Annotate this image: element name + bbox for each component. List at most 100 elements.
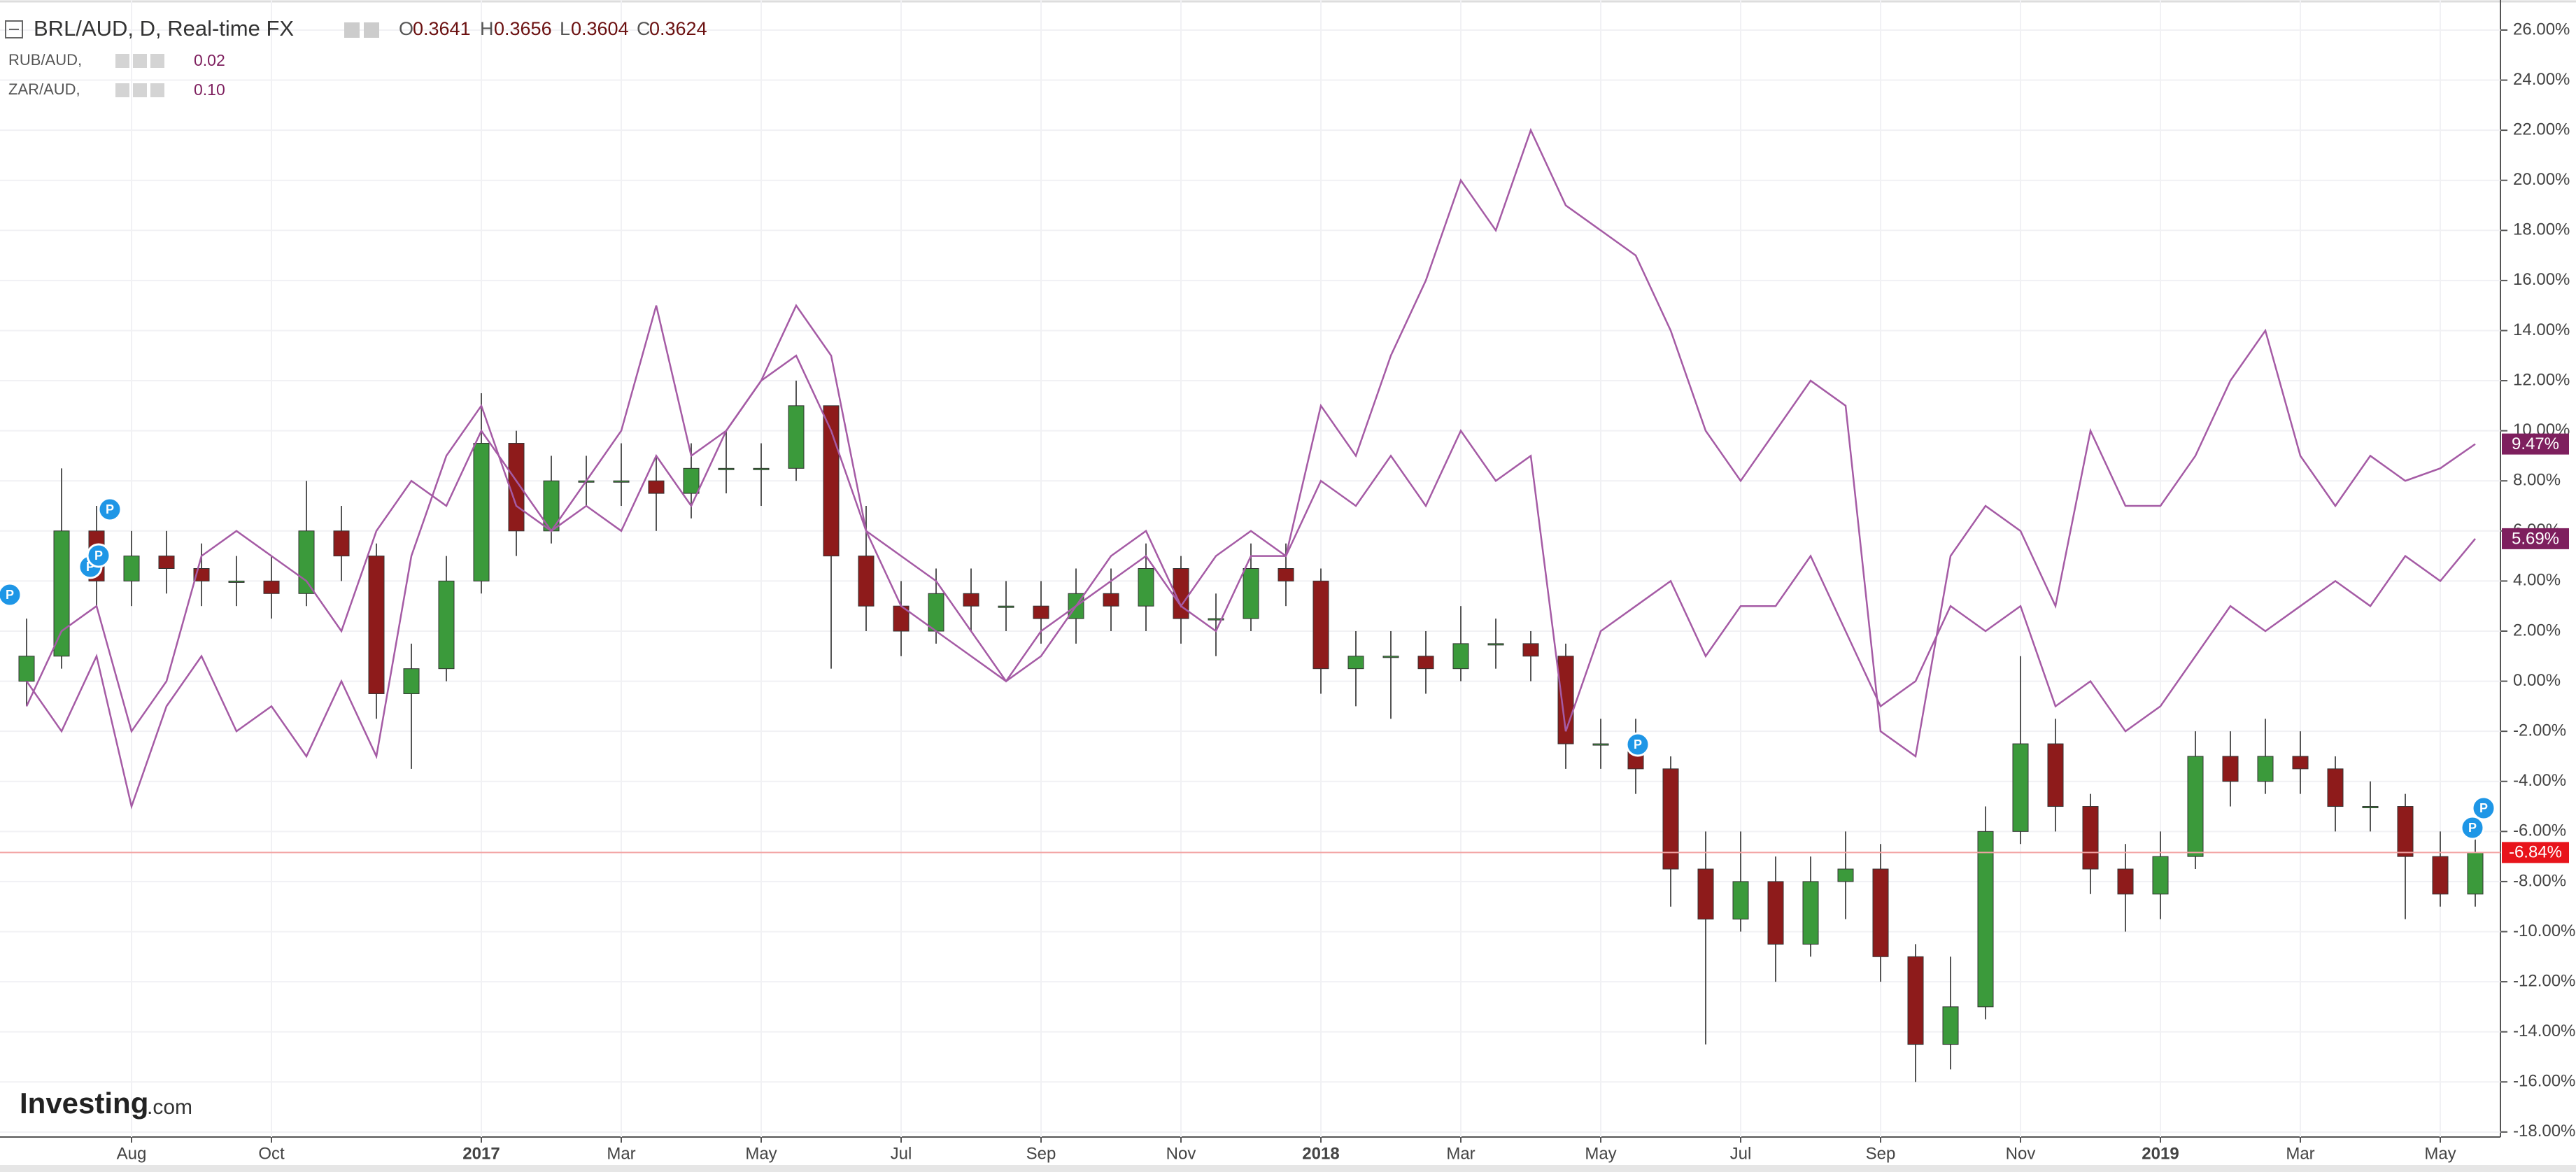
candle-body [858,556,875,607]
y-tick-label: -16.00% [2513,1072,2575,1091]
legend-icon[interactable] [133,54,147,68]
legend-icon[interactable] [150,83,164,97]
candle-body [1872,868,1889,957]
candle-body [2117,868,2134,895]
y-tick-label: 8.00% [2513,471,2561,490]
legend-icon[interactable] [150,54,164,68]
x-tick-label: Aug [117,1144,147,1163]
ohlc-value: 0.3656 [494,18,552,39]
collapse-icon[interactable] [5,20,23,38]
y-tick-label: -12.00% [2513,971,2575,990]
legend-entry[interactable]: ZAR/AUD, [8,80,80,98]
y-tick-label: 0.00% [2513,671,2561,690]
event-pin[interactable] [86,543,111,568]
candle-body [1033,605,1049,619]
candle-body [928,593,944,632]
candle-body [1767,881,1784,945]
y-tick-label: 4.00% [2513,571,2561,590]
event-pin[interactable] [0,582,22,607]
ohlc-key: H [480,18,494,39]
ohlc-key: C [637,18,651,39]
last-value-box [2502,842,2569,863]
y-tick-label: 16.00% [2513,270,2570,289]
event-pin-label: P [2468,821,2477,835]
legend-value: 0.10 [194,80,225,99]
candle-body [998,605,1014,608]
candle-body [333,530,350,557]
legend-icon[interactable] [115,83,129,97]
ohlc-value: 0.3641 [413,18,471,39]
event-pin-label: P [6,588,14,602]
y-tick-label: 20.00% [2513,170,2570,189]
candle-body [1103,593,1119,607]
candle-body [2397,806,2414,857]
y-tick-label: 26.00% [2513,20,2570,38]
candle-body [2327,768,2344,807]
candle-body [2012,743,2029,832]
candle-body [823,405,840,557]
event-pin[interactable] [2460,815,2485,840]
y-tick-label: 18.00% [2513,220,2570,239]
candle-body [1977,831,1994,1008]
series-line [25,304,2476,810]
ohlc-value: 0.3604 [571,18,629,39]
settings-icon[interactable] [364,22,379,38]
legend-icon[interactable] [133,83,147,97]
candle-body [2082,806,2099,870]
last-value-label: 5.69% [2512,529,2559,548]
event-pin[interactable] [97,497,122,522]
candle-body [368,556,385,694]
candle-body [1382,656,1399,658]
plot-area [0,0,2500,1137]
candle-body [1592,743,1609,746]
candle-body [2047,743,2064,807]
event-pin-label: P [2479,801,2488,815]
candle-body [2257,756,2274,782]
y-tick-label: -2.00% [2513,721,2566,740]
legend-icon[interactable] [115,54,129,68]
y-tick-label: -10.00% [2513,922,2575,940]
candle-body [1487,643,1504,646]
candle-body [2432,856,2449,895]
candle-body [2292,756,2309,770]
watermark: .com [147,1096,192,1119]
last-value-label: 9.47% [2512,435,2559,453]
x-tick-label: Nov [1166,1144,1196,1163]
x-tick-label: Oct [258,1144,285,1163]
candle-body [1837,868,1854,882]
y-tick-label: 12.00% [2513,370,2570,389]
y-tick-label: 2.00% [2513,621,2561,640]
last-value-box [2502,528,2569,549]
legend-value: 0.02 [194,51,225,69]
event-pin[interactable] [2471,796,2496,821]
y-tick-label: -8.00% [2513,871,2566,890]
legend-entry[interactable]: RUB/AUD, [8,51,82,69]
candle-body [788,405,805,469]
settings-icon[interactable] [344,22,360,38]
candle-body [1522,643,1539,657]
y-tick-label: -14.00% [2513,1022,2575,1040]
x-tick-label: Mar [1446,1144,1475,1163]
candle-body [1312,580,1329,670]
x-tick-label: Jul [891,1144,912,1163]
candle-body [2152,856,2169,895]
candle-body [53,530,70,657]
event-pin[interactable] [1625,732,1650,757]
y-tick-label: 14.00% [2513,320,2570,339]
event-pin-label: P [106,502,114,516]
candle-body [1347,656,1364,670]
candle-body [228,580,245,583]
candle-body [403,668,420,694]
ohlc-key: L [560,18,570,39]
candle-body [2187,756,2204,857]
y-tick-label: -4.00% [2513,771,2566,790]
x-tick-label: Nov [2006,1144,2036,1163]
candle-body [753,467,770,470]
candle-body [1208,618,1224,621]
candle-body [123,556,140,581]
candle-body [438,580,455,670]
candle-body [1452,643,1469,670]
x-tick-label: Mar [2286,1144,2314,1163]
candle-body [963,593,979,607]
